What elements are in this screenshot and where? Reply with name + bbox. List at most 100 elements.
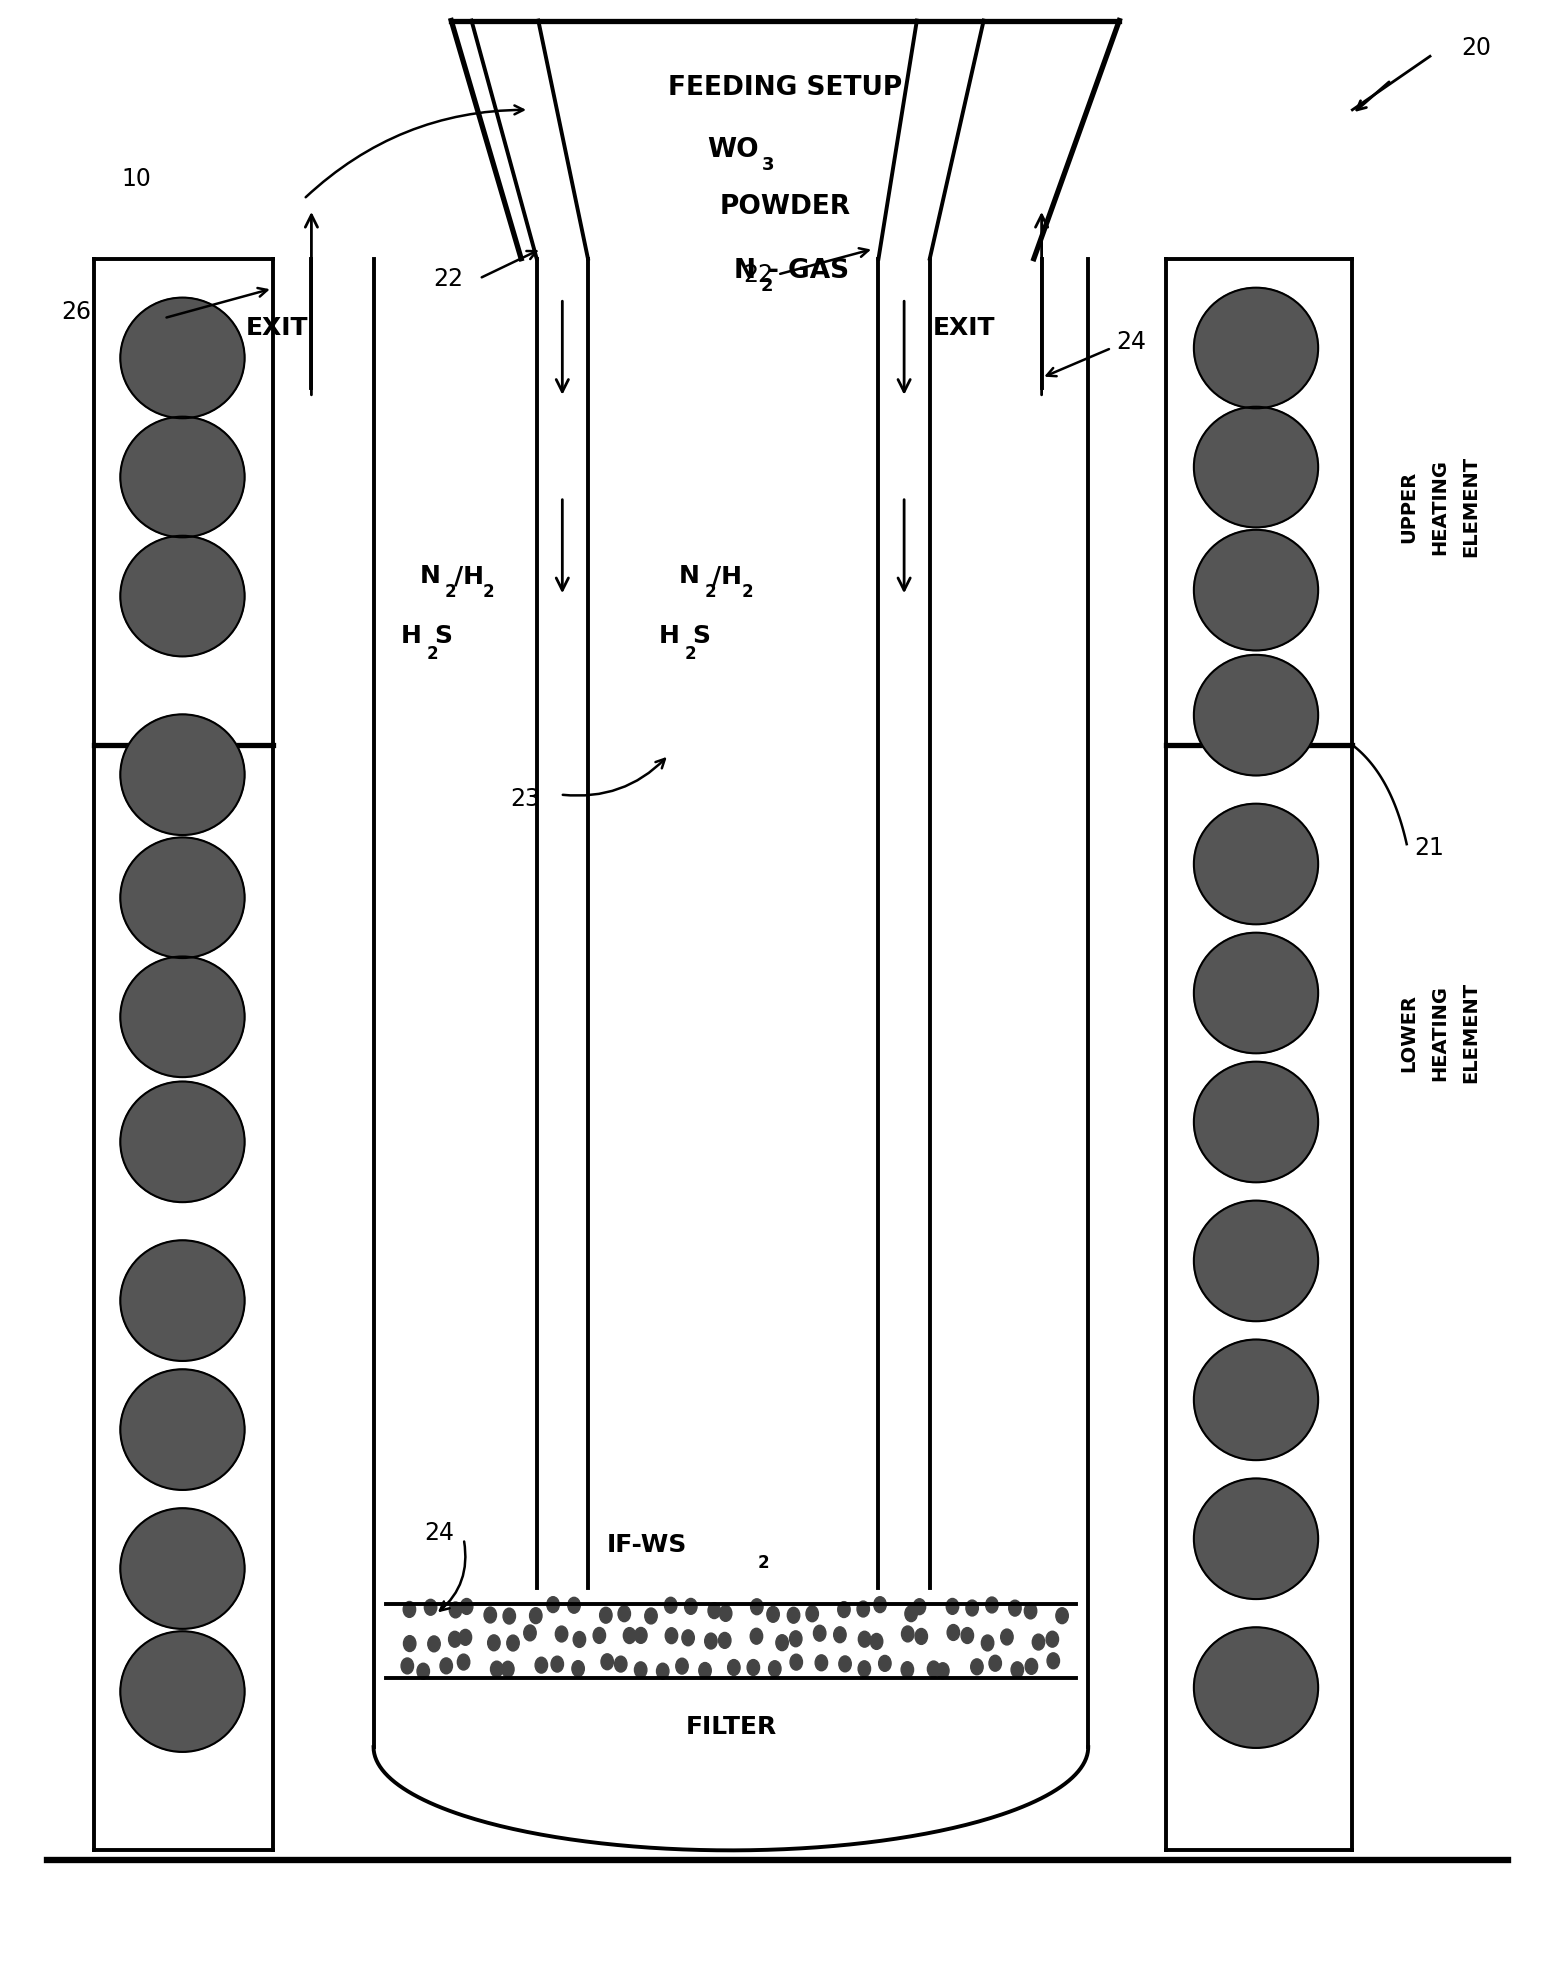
Text: HEATING: HEATING (1431, 985, 1449, 1080)
Circle shape (488, 1634, 501, 1650)
Ellipse shape (120, 1631, 244, 1752)
Circle shape (838, 1601, 851, 1617)
Circle shape (502, 1660, 515, 1676)
Ellipse shape (1194, 655, 1319, 775)
Circle shape (879, 1656, 891, 1672)
Ellipse shape (120, 1241, 244, 1360)
Circle shape (961, 1629, 973, 1644)
Circle shape (572, 1660, 585, 1676)
Circle shape (617, 1607, 630, 1623)
Circle shape (767, 1607, 779, 1623)
Circle shape (936, 1662, 949, 1678)
Circle shape (815, 1654, 827, 1670)
Circle shape (1025, 1603, 1037, 1619)
Text: EXIT: EXIT (933, 316, 995, 340)
Text: 21: 21 (1415, 836, 1445, 860)
Circle shape (790, 1631, 802, 1646)
Circle shape (981, 1634, 994, 1650)
Circle shape (550, 1656, 563, 1672)
Text: 2: 2 (760, 278, 773, 296)
Text: ELEMENT: ELEMENT (1462, 457, 1480, 558)
Circle shape (1047, 1631, 1059, 1646)
Text: 2: 2 (426, 645, 439, 663)
Circle shape (905, 1607, 917, 1623)
Text: 23: 23 (510, 786, 540, 810)
Text: 2: 2 (757, 1553, 768, 1571)
Ellipse shape (1194, 933, 1319, 1053)
Ellipse shape (120, 715, 244, 834)
Circle shape (787, 1607, 799, 1623)
Ellipse shape (1194, 288, 1319, 409)
Text: LOWER: LOWER (1400, 993, 1418, 1072)
Circle shape (728, 1660, 740, 1676)
Circle shape (858, 1660, 871, 1676)
Circle shape (535, 1656, 547, 1672)
Circle shape (600, 1607, 613, 1623)
Text: N: N (420, 564, 440, 588)
Text: POWDER: POWDER (720, 195, 851, 220)
Ellipse shape (120, 1368, 244, 1490)
Ellipse shape (120, 1507, 244, 1629)
Circle shape (656, 1662, 669, 1678)
Text: FILTER: FILTER (686, 1716, 776, 1740)
Circle shape (592, 1627, 605, 1642)
Text: 22: 22 (743, 262, 773, 286)
Text: 2: 2 (684, 645, 697, 663)
Text: 3: 3 (762, 157, 774, 175)
Circle shape (425, 1599, 437, 1615)
Ellipse shape (120, 298, 244, 419)
Circle shape (555, 1627, 568, 1642)
Ellipse shape (120, 1082, 244, 1202)
Circle shape (547, 1597, 560, 1613)
Text: 22: 22 (434, 266, 463, 290)
Circle shape (524, 1625, 536, 1640)
Text: S: S (692, 624, 711, 647)
Circle shape (507, 1634, 519, 1650)
Circle shape (1025, 1658, 1037, 1674)
Ellipse shape (120, 536, 244, 657)
Ellipse shape (1194, 1339, 1319, 1460)
Text: 24: 24 (425, 1521, 454, 1545)
Circle shape (947, 1625, 959, 1640)
Circle shape (460, 1599, 473, 1615)
Text: H: H (659, 624, 680, 647)
Text: 26: 26 (61, 300, 90, 324)
Circle shape (403, 1636, 415, 1652)
Ellipse shape (120, 838, 244, 957)
Ellipse shape (1194, 407, 1319, 528)
Circle shape (624, 1629, 636, 1644)
Ellipse shape (1194, 530, 1319, 651)
Circle shape (858, 1631, 871, 1646)
Circle shape (902, 1662, 913, 1678)
Circle shape (440, 1658, 453, 1674)
Circle shape (645, 1609, 658, 1625)
Circle shape (417, 1662, 429, 1678)
Circle shape (1009, 1601, 1022, 1617)
Text: HEATING: HEATING (1431, 459, 1449, 554)
Circle shape (746, 1660, 759, 1676)
Text: 20: 20 (1462, 36, 1491, 60)
Circle shape (833, 1627, 846, 1642)
Circle shape (574, 1632, 586, 1648)
Ellipse shape (1194, 1478, 1319, 1599)
Ellipse shape (120, 957, 244, 1076)
Circle shape (457, 1654, 470, 1670)
Ellipse shape (120, 417, 244, 538)
Circle shape (484, 1607, 496, 1623)
Circle shape (986, 1597, 998, 1613)
Circle shape (913, 1599, 925, 1615)
Circle shape (664, 1597, 676, 1613)
Circle shape (614, 1656, 627, 1672)
Text: S: S (434, 624, 453, 647)
Text: WO: WO (708, 137, 759, 163)
Circle shape (600, 1654, 613, 1670)
Circle shape (428, 1636, 440, 1652)
Circle shape (927, 1660, 939, 1676)
Circle shape (751, 1599, 764, 1615)
Circle shape (857, 1601, 869, 1617)
Circle shape (683, 1631, 695, 1646)
Circle shape (1047, 1652, 1059, 1668)
Circle shape (666, 1629, 678, 1644)
Text: UPPER: UPPER (1400, 471, 1418, 542)
Circle shape (449, 1603, 462, 1619)
